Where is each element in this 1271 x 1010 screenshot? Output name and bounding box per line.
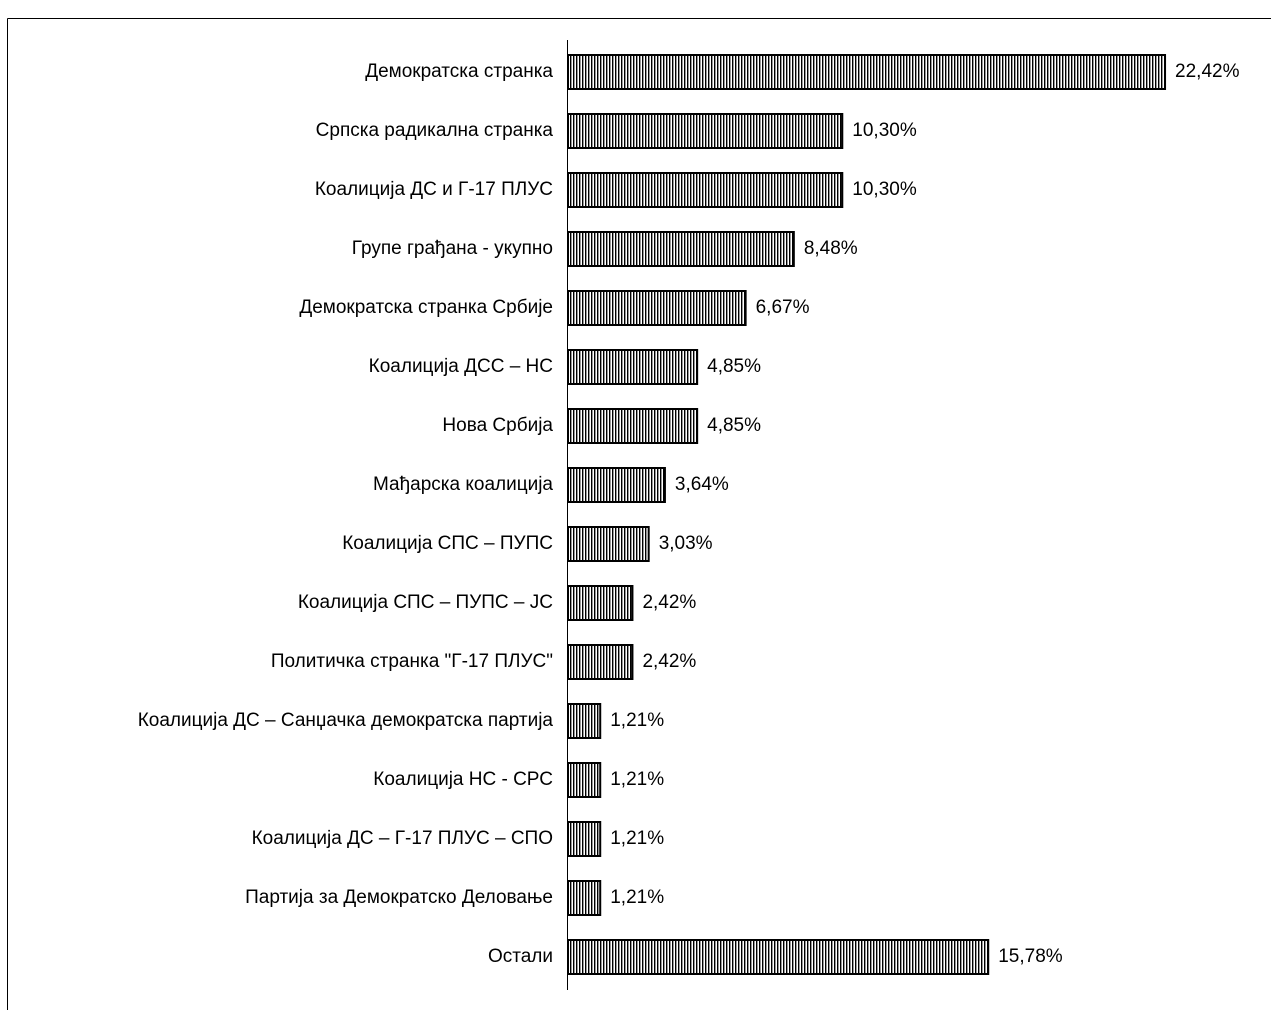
bar bbox=[567, 644, 634, 680]
category-label: Коалиција ДСС – НС bbox=[369, 356, 553, 377]
bar bbox=[567, 113, 844, 149]
category-label: Демократска странка Србије bbox=[299, 297, 553, 318]
category-label: Остали bbox=[488, 946, 553, 967]
value-label: 1,21% bbox=[610, 769, 664, 790]
bar bbox=[567, 408, 699, 444]
value-label: 2,42% bbox=[642, 592, 696, 613]
category-label: Српска радикална странка bbox=[316, 120, 554, 141]
bar bbox=[567, 54, 1167, 90]
value-label: 1,21% bbox=[610, 710, 664, 731]
category-label: Партија за Демократско Деловање bbox=[245, 887, 553, 908]
category-label: Коалиција ДС – Санџачка демократска парт… bbox=[138, 710, 554, 731]
bar bbox=[567, 526, 650, 562]
category-label: Коалиција СПС – ПУПС bbox=[342, 533, 553, 554]
value-label: 2,42% bbox=[642, 651, 696, 672]
value-label: 4,85% bbox=[707, 415, 761, 436]
category-label: Коалиција ДС – Г-17 ПЛУС – СПО bbox=[252, 828, 553, 849]
bar bbox=[567, 880, 602, 916]
category-label: Политичка странка "Г-17 ПЛУС" bbox=[271, 651, 553, 672]
category-label: Групе грађана - укупно bbox=[352, 238, 553, 259]
value-label: 1,21% bbox=[610, 887, 664, 908]
bar bbox=[567, 821, 602, 857]
bar bbox=[567, 231, 795, 267]
category-label: Демократска странка bbox=[365, 61, 553, 82]
value-label: 22,42% bbox=[1175, 61, 1240, 82]
value-label: 8,48% bbox=[804, 238, 858, 259]
value-label: 10,30% bbox=[852, 179, 917, 200]
value-label: 10,30% bbox=[852, 120, 917, 141]
category-label: Коалиција СПС – ПУПС – ЈС bbox=[298, 592, 553, 613]
value-label: 6,67% bbox=[756, 297, 810, 318]
category-label: Мађарска коалиција bbox=[373, 474, 553, 495]
bar bbox=[567, 585, 634, 621]
value-label: 1,21% bbox=[610, 828, 664, 849]
category-label: Коалиција НС - СРС bbox=[373, 769, 553, 790]
bar bbox=[567, 349, 699, 385]
bar bbox=[567, 290, 747, 326]
value-label: 15,78% bbox=[998, 946, 1063, 967]
category-label: Нова Србија bbox=[442, 415, 553, 436]
value-label: 3,64% bbox=[675, 474, 729, 495]
value-label: 3,03% bbox=[659, 533, 713, 554]
bar bbox=[567, 703, 602, 739]
value-label: 4,85% bbox=[707, 356, 761, 377]
bar bbox=[567, 762, 602, 798]
bar bbox=[567, 939, 990, 975]
bar bbox=[567, 467, 666, 503]
category-label: Коалиција ДС и Г-17 ПЛУС bbox=[315, 179, 553, 200]
bar bbox=[567, 172, 844, 208]
